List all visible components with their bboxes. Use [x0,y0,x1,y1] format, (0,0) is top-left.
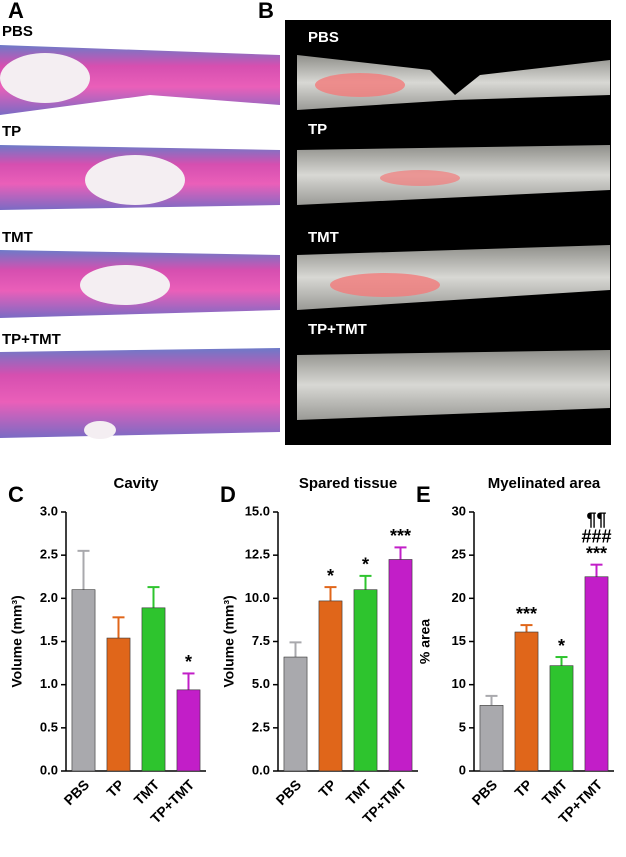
bar [388,559,413,772]
x-tick-label: TP [315,776,339,800]
bar [71,589,96,772]
lesion [315,73,405,97]
panel-letter: C [8,482,24,507]
significance-label: * [558,636,565,656]
significance-label: *** [390,526,411,546]
x-tick-label: PBS [273,776,305,808]
image-label: TP+TMT [308,321,367,338]
lesion [80,265,170,305]
y-tick-label: 7.5 [252,633,270,648]
x-tick-label: PBS [469,776,501,808]
bar [141,607,166,772]
chart-title: Cavity [113,475,159,492]
y-tick-label: 0.0 [40,762,58,777]
y-tick-label: 20 [452,590,466,605]
panel-b: B PBS TP TMT TP+TMT [258,0,611,445]
chart-title: Spared tissue [299,475,397,492]
bar [106,637,131,772]
significance-label: *** [586,543,607,563]
y-tick-label: 3.0 [40,503,58,518]
bar [479,705,504,772]
y-axis-label: % area [417,619,433,664]
y-axis-label: Volume (mm³) [9,595,25,687]
significance-label: * [327,566,334,586]
y-tick-label: 0.0 [252,762,270,777]
panel-letter: D [220,482,236,507]
bar [514,631,539,772]
image-label: TP+TMT [2,331,61,348]
y-tick-label: 0 [459,762,466,777]
y-tick-label: 5 [459,719,466,734]
image-label: TMT [2,229,33,246]
y-tick-label: 5.0 [252,676,270,691]
image-label: TMT [308,229,339,246]
x-tick-label: TP [511,776,535,800]
y-axis-label: Volume (mm³) [221,595,237,687]
y-tick-label: 30 [452,503,466,518]
image-label: TP [2,123,21,140]
bar [318,600,343,772]
image-label: TP [308,121,327,138]
significance-label: *** [516,604,537,624]
y-tick-label: 2.5 [40,547,58,562]
y-tick-label: 25 [452,547,466,562]
significance-label: * [362,555,369,575]
y-tick-label: 1.5 [40,633,58,648]
y-tick-label: 2.5 [252,719,270,734]
y-tick-label: 15 [452,633,466,648]
lesion [84,421,116,439]
x-tick-label: TP [103,776,127,800]
y-tick-label: 10 [452,676,466,691]
render-image [297,350,610,420]
panel-letter: B [258,0,274,23]
bar [283,656,308,772]
y-tick-label: 12.5 [245,547,270,562]
bar [176,689,201,772]
histology-image [0,348,280,438]
panel-a: A PBS TP TMT TP+TMT [0,0,280,439]
bar [549,665,574,772]
lesion [0,53,90,103]
significance-label: ### [581,526,611,546]
image-label: PBS [2,23,33,40]
panel-letter: A [8,0,24,23]
y-tick-label: 1.0 [40,676,58,691]
bar [353,589,378,772]
significance-label: ¶¶ [586,509,606,529]
lesion [380,170,460,186]
x-tick-label: PBS [61,776,93,808]
lesion [85,155,185,205]
lesion [330,273,440,297]
bar [584,576,609,772]
chart-title: Myelinated area [488,475,601,492]
y-tick-label: 10.0 [245,590,270,605]
y-tick-label: 0.5 [40,719,58,734]
significance-label: * [185,652,192,672]
image-label: PBS [308,29,339,46]
y-tick-label: 15.0 [245,503,270,518]
panel-letter: E [416,482,431,507]
y-tick-label: 2.0 [40,590,58,605]
